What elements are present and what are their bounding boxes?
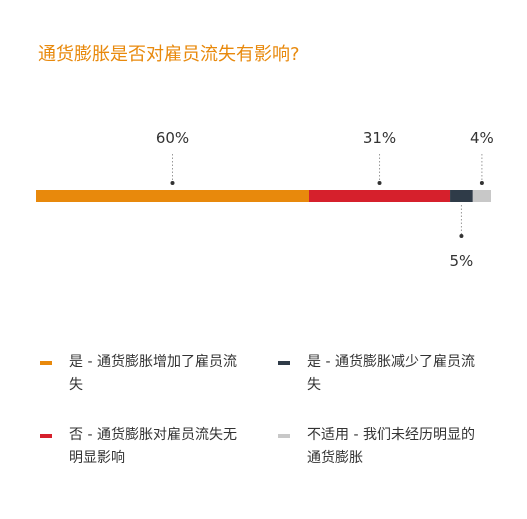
- data-label-2: 5%: [450, 252, 474, 270]
- bar-segment-2: [450, 190, 473, 202]
- legend-label: 否 - 通货膨胀对雇员流失无明显影响: [69, 427, 237, 466]
- legend-label: 是 - 通货膨胀减少了雇员流失: [307, 354, 475, 393]
- legend-label: 不适用 - 我们未经历明显的通货膨胀: [307, 427, 475, 466]
- data-label-0: 60%: [156, 129, 189, 147]
- data-label-1: 31%: [363, 129, 396, 147]
- stacked-bar-chart: 60% 31% 5% 4%: [36, 129, 494, 270]
- leader-dot-2: [459, 234, 464, 238]
- legend-swatch: [40, 361, 52, 365]
- leader-dot-1: [377, 181, 382, 185]
- leader-dot-3: [479, 181, 484, 185]
- legend-label: 是 - 通货膨胀增加了雇员流失: [69, 354, 237, 393]
- chart-title: 通货膨胀是否对雇员流失有影响?: [38, 44, 300, 65]
- leader-dot-0: [170, 181, 175, 185]
- bar-segment-1: [309, 190, 451, 202]
- bar-segment-0: [36, 190, 309, 202]
- data-label-3: 4%: [470, 129, 494, 147]
- legend-swatch: [278, 361, 290, 365]
- bar-segment-3: [472, 190, 491, 202]
- legend-swatch: [278, 434, 290, 438]
- legend-swatch: [40, 434, 52, 438]
